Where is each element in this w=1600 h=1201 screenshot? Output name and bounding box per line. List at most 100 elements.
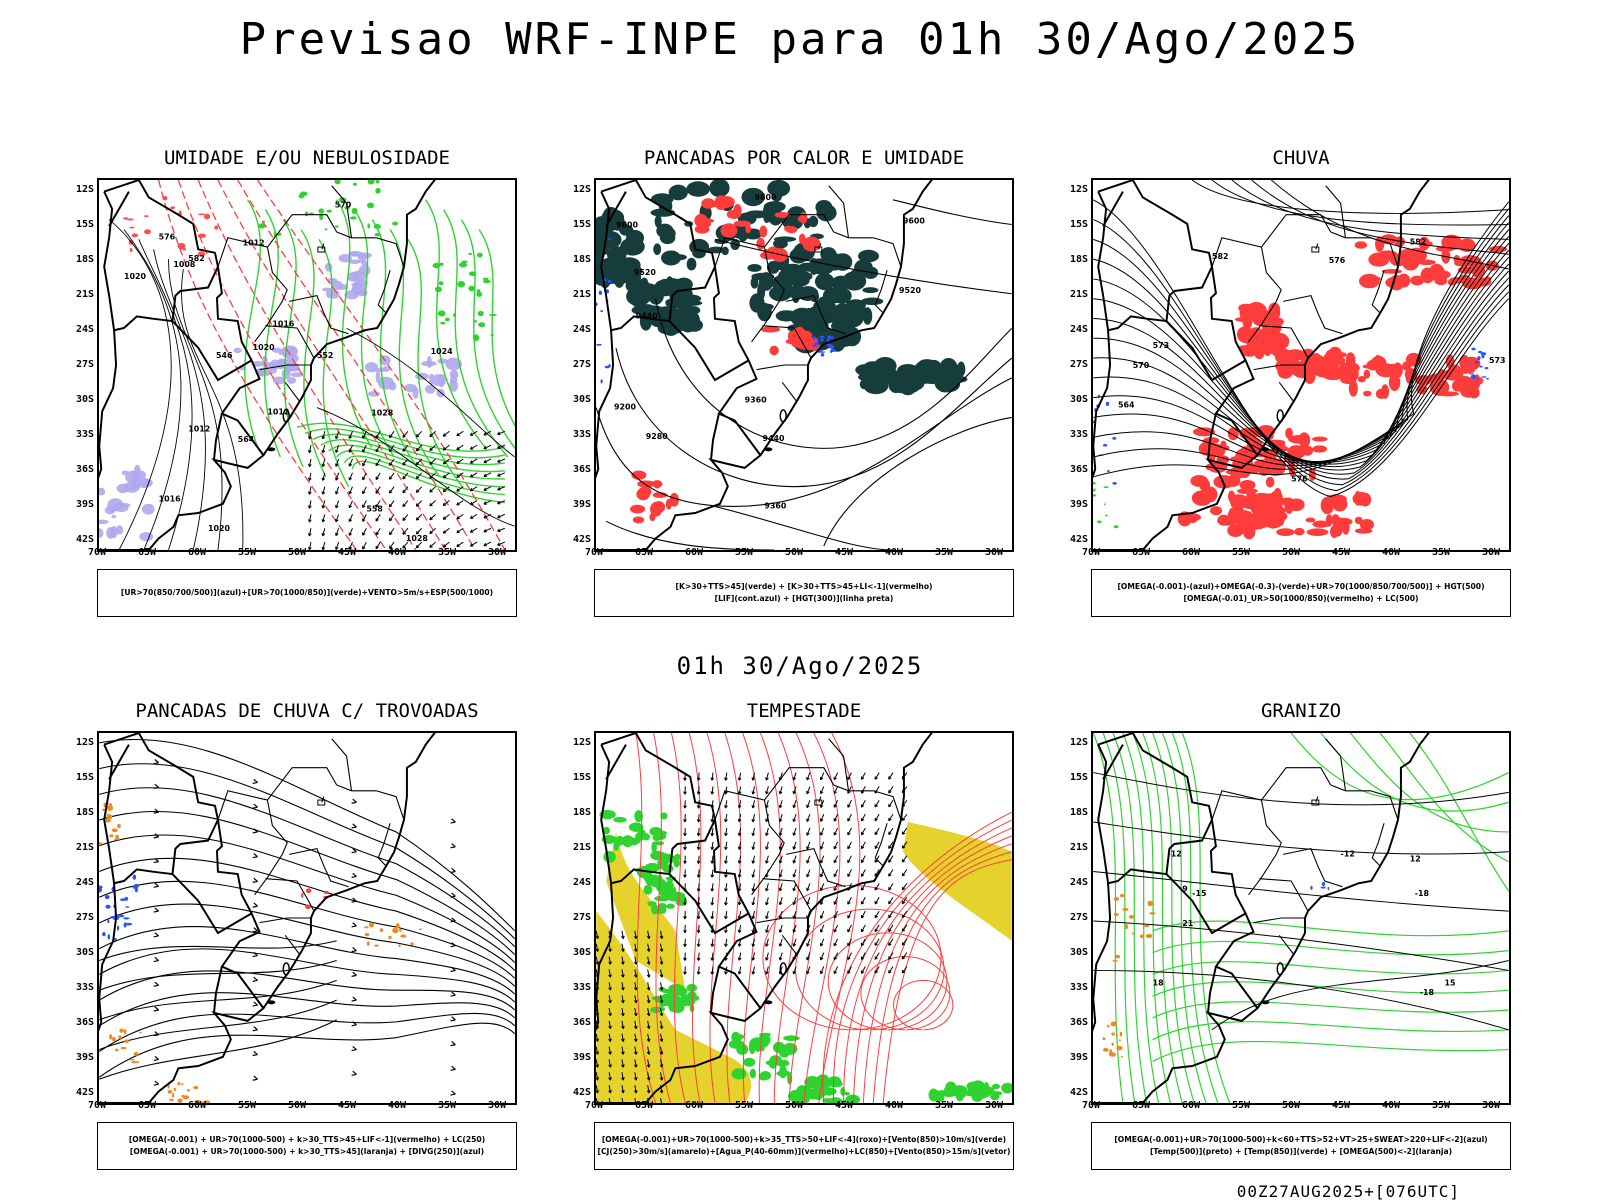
- country-border: [596, 330, 613, 550]
- latitude-tick-label: 33S: [66, 982, 94, 993]
- humidity-mid-area: [404, 384, 417, 393]
- lifted-index-contour: [596, 344, 602, 346]
- federal-district: [318, 800, 325, 805]
- latitude-tick-label: 12S: [1060, 737, 1088, 748]
- longitude-tick-label: 45W: [824, 1100, 864, 1111]
- streamline: [99, 971, 515, 1010]
- storm-instability-area: [769, 346, 778, 356]
- streamline-arrow: [154, 957, 159, 961]
- latitude-tick-label: 18S: [1060, 807, 1088, 818]
- omega-area: [1106, 402, 1109, 406]
- longitude-tick-label: 30W: [477, 1100, 517, 1111]
- country-border: [172, 267, 251, 380]
- thunderstorm-area: [193, 1086, 198, 1089]
- strong-wind-area: [603, 851, 615, 863]
- omega-area: [1486, 378, 1489, 380]
- country-border: [104, 180, 251, 360]
- humidity-low-cell: [335, 180, 341, 184]
- humidity-low-cell: [325, 228, 328, 230]
- omega-500-area: [1111, 1042, 1113, 1045]
- instability-area: [860, 379, 868, 389]
- omega-500-area: [1115, 955, 1120, 959]
- state-border: [1261, 768, 1330, 800]
- contour-label: 15: [1444, 978, 1455, 987]
- height-contour: [824, 417, 1012, 546]
- storm-instability-area: [745, 225, 751, 234]
- contour-label: -15: [1192, 889, 1206, 898]
- lagoon: [780, 410, 786, 422]
- divergence-area: [133, 874, 137, 879]
- humidity-mid-area: [378, 377, 394, 390]
- strong-omega-area: [1093, 494, 1096, 496]
- latitude-tick-label: 18S: [563, 254, 591, 265]
- isobar: [154, 249, 206, 550]
- longitude-tick-label: 55W: [724, 1100, 764, 1111]
- strong-wind-area: [731, 1068, 746, 1079]
- strong-wind-area: [735, 1034, 744, 1039]
- streamline-arrow: [253, 779, 258, 783]
- strong-omega-area: [1097, 520, 1102, 523]
- thunderstorm-area: [187, 1089, 190, 1091]
- humidity-mid-area: [287, 377, 296, 384]
- temp-500-contour: [1093, 872, 1509, 912]
- humidity-low-cell: [305, 212, 309, 217]
- rain-area: [1265, 515, 1284, 528]
- rain-area: [1312, 358, 1320, 370]
- latitude-tick-label: 18S: [563, 807, 591, 818]
- rain-area: [1330, 525, 1339, 538]
- rain-area: [1363, 391, 1371, 397]
- rain-area: [1312, 437, 1327, 442]
- contour-label: 9360: [745, 396, 768, 405]
- divergence-area: [124, 897, 128, 901]
- instability-area: [686, 181, 710, 196]
- omega-area: [1471, 348, 1475, 351]
- omega-500-area: [1111, 1032, 1115, 1035]
- strong-wind-area: [653, 841, 664, 845]
- humidity-low-cell: [374, 233, 381, 236]
- streamline: [99, 1020, 336, 1079]
- strong-wind-area: [760, 1071, 771, 1080]
- humidity-mid-area: [273, 376, 286, 384]
- latitude-tick-label: 15S: [1060, 219, 1088, 230]
- humidity-low-cell: [350, 216, 357, 219]
- humidity-low-cell: [453, 313, 456, 317]
- rain-area: [1355, 517, 1363, 524]
- omega-area: [1485, 367, 1489, 369]
- streamline-arrow: [154, 834, 159, 838]
- longitude-tick-label: 50W: [277, 1100, 317, 1111]
- strong-wind-area: [649, 827, 662, 836]
- omega-500-area: [1114, 897, 1119, 901]
- state-border: [1254, 918, 1305, 923]
- contour-label: 570: [1133, 361, 1150, 370]
- temp-500-contour: [1093, 921, 1509, 970]
- panel-legend: [K>30+TTS>45](verde) + [K>30+TTS>45+LI<-…: [594, 569, 1014, 617]
- longitude-tick-label: 35W: [1421, 1100, 1461, 1111]
- latitude-tick-label: 21S: [66, 842, 94, 853]
- humidity-mid-area: [352, 270, 367, 281]
- humidity-low-cell: [376, 180, 380, 184]
- rain-area: [1312, 445, 1327, 452]
- omega-area: [1477, 356, 1480, 360]
- instability-area: [917, 359, 938, 374]
- thunderstorm-area: [181, 1095, 184, 1097]
- rain-area: [1421, 267, 1435, 283]
- state-border: [1316, 797, 1318, 803]
- longitude-tick-label: 65W: [1121, 1100, 1161, 1111]
- lifted-index-contour: [821, 353, 824, 356]
- divergence-area: [134, 884, 139, 888]
- humidity-low-cell: [478, 322, 485, 327]
- humidity-low-cell: [445, 318, 450, 322]
- instability-area: [666, 252, 674, 266]
- instability-area: [873, 365, 896, 384]
- contour-label: 573: [1489, 356, 1506, 365]
- strong-omega-area: [1104, 503, 1106, 505]
- lifted-index-contour: [820, 336, 825, 339]
- latitude-tick-label: 33S: [1060, 429, 1088, 440]
- panel-legend: [OMEGA(-0.001)-(azul)+OMEGA(-0.3)-(verde…: [1091, 569, 1511, 617]
- humidity-low-cell: [327, 210, 332, 213]
- state-border: [1283, 296, 1342, 334]
- latitude-tick-label: 21S: [563, 842, 591, 853]
- rain-area: [1247, 513, 1265, 522]
- humidity-low-cell: [469, 272, 477, 277]
- state-border: [757, 918, 808, 923]
